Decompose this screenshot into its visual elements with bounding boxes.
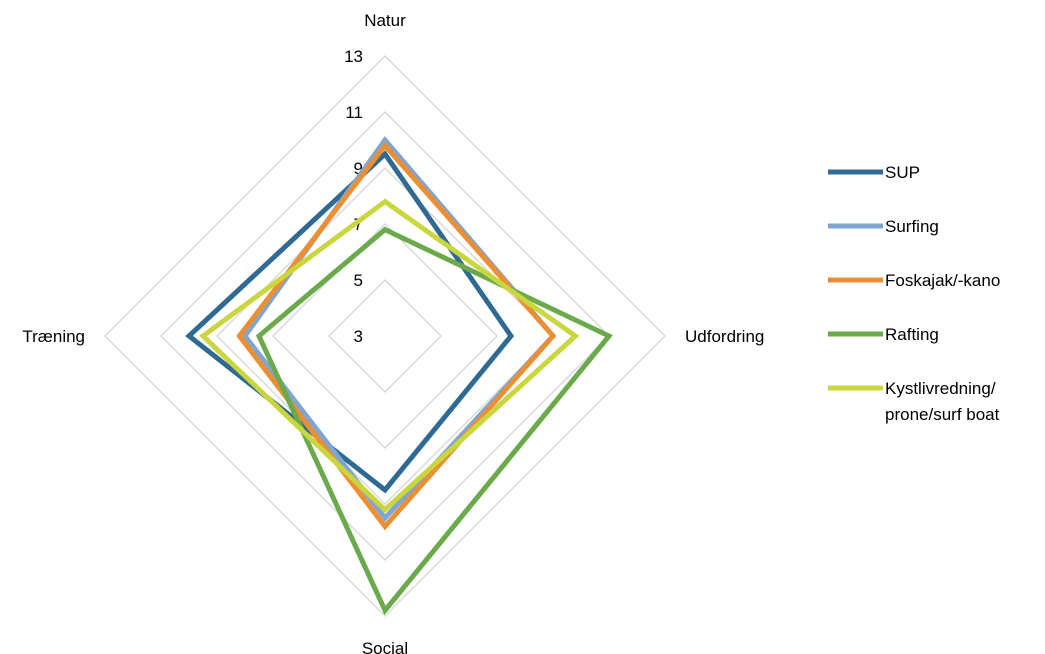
legend-label: prone/surf boat [885, 405, 1000, 424]
grid-ring [271, 222, 499, 450]
tick-label: 13 [344, 47, 363, 66]
series-line [255, 226, 613, 616]
tick-label: 3 [354, 327, 363, 346]
legend-label: SUP [885, 163, 920, 182]
series-line [236, 141, 557, 531]
legend-label: Surfing [885, 217, 939, 236]
axis-label: Natur [364, 11, 406, 30]
tick-label: 7 [354, 215, 363, 234]
series-lines [185, 135, 613, 616]
series-line [185, 150, 515, 494]
tick-label: 5 [354, 271, 363, 290]
axis-label: Udfordring [685, 327, 764, 346]
grid-ring [215, 166, 555, 506]
axis-labels: Natur Udfordring Social Træning [22, 11, 764, 654]
tick-label: 9 [354, 159, 363, 178]
tick-label: 11 [345, 103, 363, 122]
legend-label: Kystlivredning/ [885, 379, 996, 398]
grid-ring [327, 278, 443, 394]
axis-label: Træning [22, 327, 85, 346]
axis-label: Social [362, 639, 408, 654]
grid-ring [159, 110, 611, 562]
tick-labels: 13 11 9 7 5 3 [344, 47, 363, 346]
legend-label: Foskajak/-kano [885, 271, 1000, 290]
grid-ring [103, 54, 667, 618]
legend: SUP Surfing Foskajak/-kano Rafting Kystlivre… [828, 163, 1000, 424]
legend-label: Rafting [885, 325, 939, 344]
series-line [199, 198, 580, 514]
